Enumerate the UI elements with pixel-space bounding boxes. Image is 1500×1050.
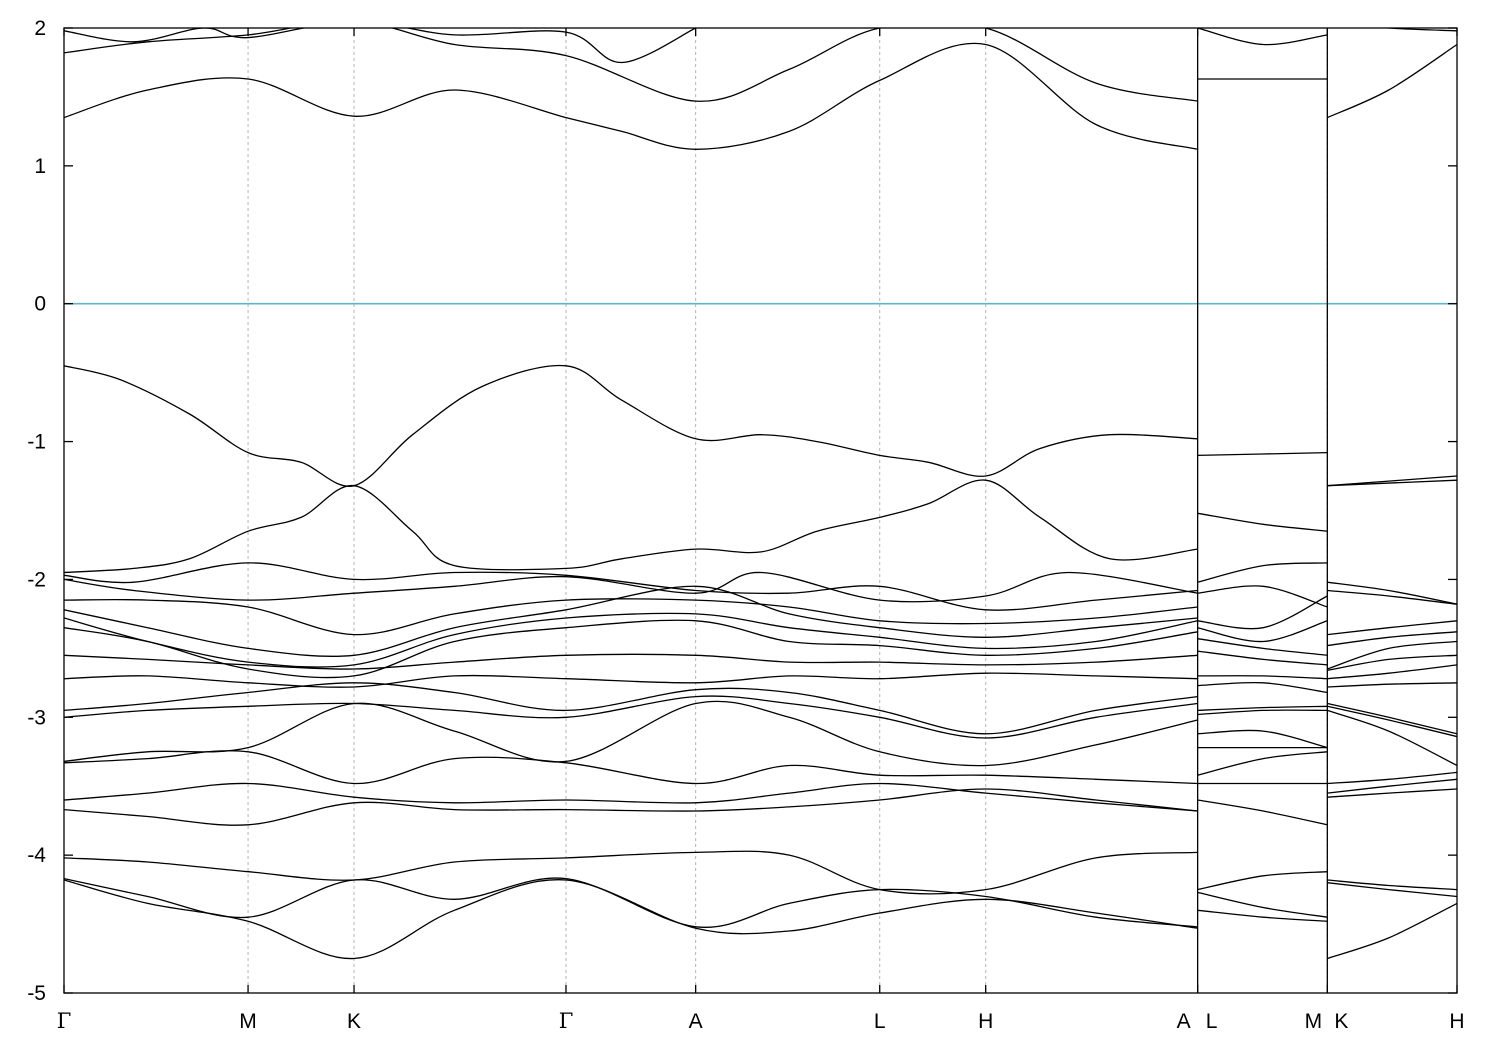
band-line <box>64 788 1198 826</box>
band-line <box>1197 871 1328 891</box>
band-line <box>1197 705 1328 712</box>
y-tick-label: -4 <box>27 844 46 867</box>
band-line <box>64 850 1198 895</box>
band-line <box>1197 451 1328 457</box>
band-line <box>1197 638 1328 656</box>
band-line <box>64 672 1198 688</box>
band-line <box>1197 650 1328 666</box>
band-line <box>1197 799 1328 826</box>
y-tick-label: 1 <box>34 155 46 178</box>
kpoint-grid-lines <box>247 28 1328 993</box>
band-line <box>1197 585 1328 608</box>
band-line <box>1197 729 1328 749</box>
band-line <box>64 619 1198 679</box>
band-line <box>1380 28 1457 32</box>
band-line <box>1327 882 1457 898</box>
y-tick-label: -5 <box>27 982 46 1005</box>
band-line <box>1327 879 1457 891</box>
band-line <box>1197 562 1328 583</box>
plot-frame <box>63 27 1458 994</box>
band-line <box>64 877 1198 928</box>
y-tick-label: 0 <box>34 293 46 316</box>
y-axis: -5 -4 -3 -2 -1 0 1 2 <box>27 17 1457 1005</box>
band-line <box>1197 675 1328 680</box>
band-line <box>64 653 1198 670</box>
band-line <box>1197 709 1328 716</box>
x-tick-label: A <box>689 1010 703 1033</box>
band-line <box>1197 909 1328 922</box>
band-line <box>1327 479 1457 487</box>
band-line <box>64 479 1198 574</box>
band-line <box>1327 664 1457 680</box>
x-tick-label: A <box>1177 1010 1191 1033</box>
band-line <box>64 695 1198 739</box>
band-line <box>64 612 1198 668</box>
y-tick-label: 2 <box>34 17 46 40</box>
band-line <box>1197 28 1328 46</box>
band-line <box>64 782 1198 812</box>
band-line <box>64 585 1198 657</box>
x-tick-label: Γ <box>57 1009 72 1033</box>
band-line <box>1327 581 1457 605</box>
band-line <box>1327 778 1457 794</box>
band-line <box>1327 682 1457 688</box>
bands <box>64 28 1457 993</box>
x-tick-label: L <box>874 1010 886 1033</box>
band-line <box>64 700 1198 767</box>
band-line <box>1327 589 1457 605</box>
band-line <box>1197 595 1328 630</box>
band-line <box>1327 709 1457 767</box>
y-tick-label: -1 <box>27 431 46 454</box>
band-line <box>64 682 1198 735</box>
band-line <box>64 571 1198 603</box>
band-line <box>64 42 1198 150</box>
band-line <box>64 598 1198 636</box>
band-line <box>1327 788 1457 798</box>
band-line <box>1197 512 1328 532</box>
band-line <box>1197 891 1328 918</box>
x-tick-label: H <box>978 1010 993 1033</box>
x-tick-label: M <box>239 1010 257 1033</box>
band-line <box>1197 620 1328 643</box>
band-line <box>1327 640 1457 670</box>
band-line <box>1197 681 1328 694</box>
band-line <box>64 562 1198 611</box>
y-tick-label: -3 <box>27 706 46 729</box>
band-line <box>1327 702 1457 735</box>
x-tick-label: K <box>1334 1010 1348 1033</box>
band-line <box>1327 771 1457 785</box>
band-line <box>1327 902 1457 960</box>
band-line <box>1327 620 1457 636</box>
band-line <box>64 364 1198 487</box>
band-line <box>1327 654 1457 672</box>
band-line <box>1197 751 1328 776</box>
x-tick-label: H <box>1449 1010 1464 1033</box>
band-line <box>1327 631 1457 647</box>
band-line <box>1327 43 1457 119</box>
x-tick-label: L <box>1206 1010 1218 1033</box>
y-tick-label: -2 <box>27 568 46 591</box>
band-line <box>64 28 696 64</box>
x-tick-label: K <box>347 1010 361 1033</box>
band-line <box>1327 705 1457 738</box>
x-tick-label: Γ <box>559 1009 574 1033</box>
band-line <box>64 750 1198 785</box>
x-tick-label: M <box>1305 1010 1323 1033</box>
band-line <box>64 879 1198 960</box>
